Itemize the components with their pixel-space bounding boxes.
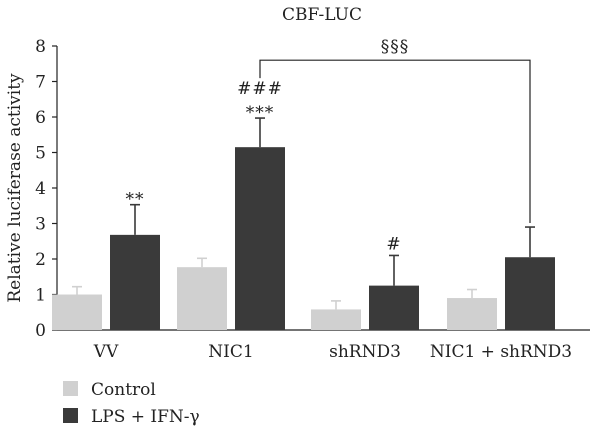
y-tick-label: 3 [35,215,46,235]
bar [447,298,497,330]
y-tick-label: 6 [35,108,46,128]
legend-label: Control [91,380,156,400]
legend-label: LPS + IFN-γ [91,407,200,427]
x-tick-label: shRND3 [329,342,401,362]
y-axis-label: Relative luciferase activity [5,73,25,303]
comparison-label: §§§ [381,37,410,57]
bar [311,309,361,330]
bar [177,267,227,330]
legend-swatch [63,381,78,396]
bar [52,294,102,330]
bar [110,234,160,330]
y-tick-label: 0 [35,321,46,341]
significance-label: ** [126,190,145,210]
chart-title: CBF-LUC [282,5,362,25]
significance-label: ### [237,79,283,99]
y-tick-label: 8 [35,37,46,57]
legend: Control LPS + IFN-γ [63,380,200,427]
annotations: *****#### [126,79,401,254]
bars [52,147,555,330]
legend-swatch [63,408,78,423]
y-tick-label: 7 [35,73,46,93]
significance-label: # [386,234,401,254]
error-bars [72,117,535,310]
x-ticks: VV NIC1 shRND3 NIC1 + shRND3 [93,342,572,362]
comparison-bracket: §§§ [259,37,531,224]
bar [369,285,419,330]
comparison-line [259,59,531,224]
y-tick-label: 4 [35,179,46,199]
y-tick-label: 2 [35,250,46,270]
y-tick-label: 1 [35,286,46,306]
significance-label: *** [246,103,275,123]
bar [235,147,285,330]
x-tick-label: NIC1 [208,342,253,362]
y-ticks: 0 1 2 3 4 5 6 7 8 [35,37,57,341]
x-tick-label: NIC1 + shRND3 [430,342,572,362]
x-tick-label: VV [93,342,119,362]
y-tick-label: 5 [35,144,46,164]
bar [505,257,555,330]
